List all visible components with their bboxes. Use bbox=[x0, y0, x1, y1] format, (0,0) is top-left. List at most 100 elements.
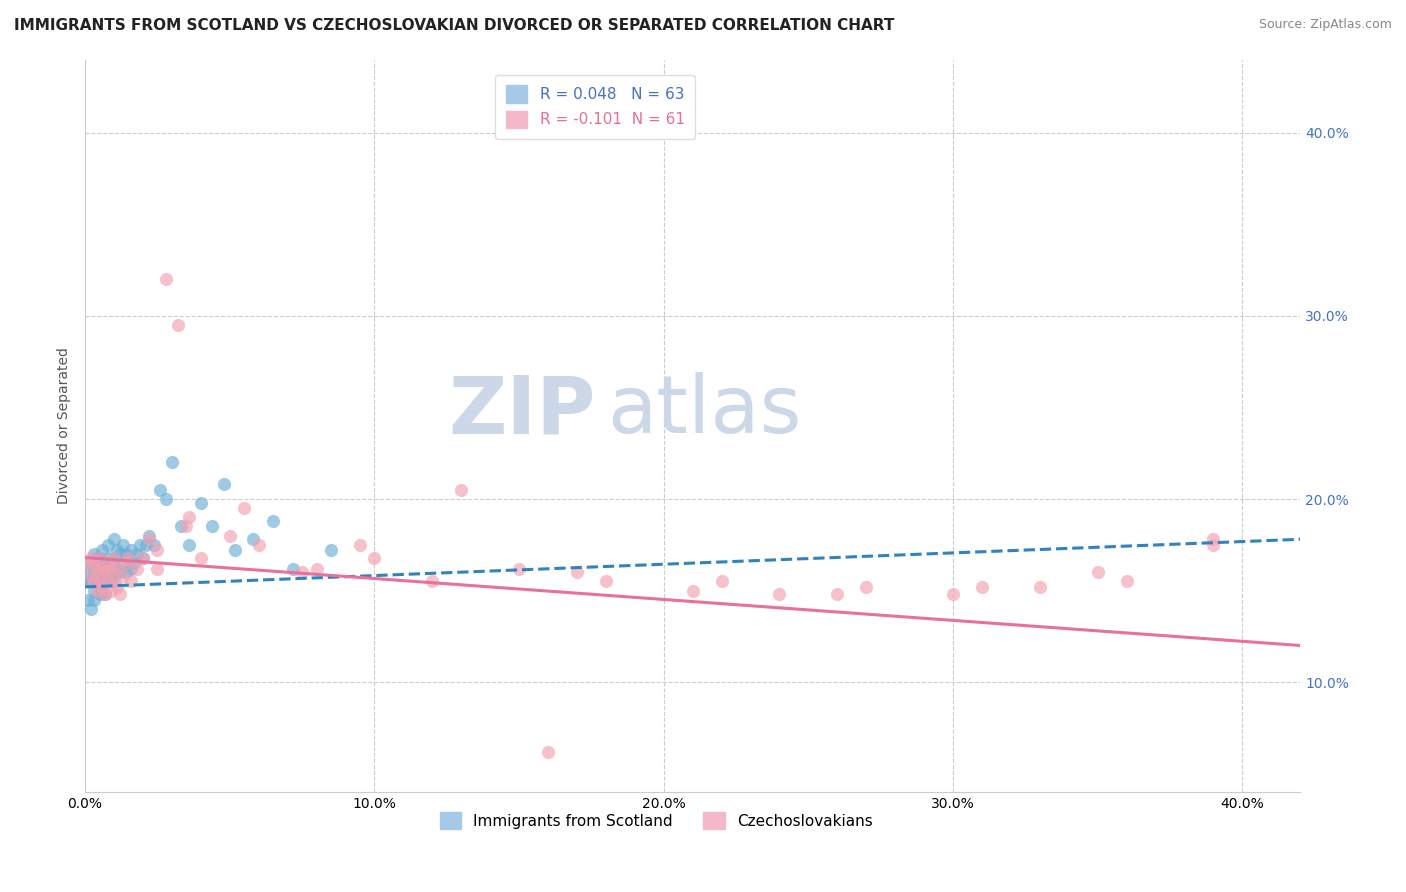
Point bbox=[89, 569, 111, 583]
Point bbox=[97, 569, 120, 583]
Point bbox=[105, 561, 128, 575]
Point bbox=[179, 538, 201, 552]
Point bbox=[283, 561, 305, 575]
Point bbox=[420, 574, 443, 589]
Point bbox=[100, 574, 122, 589]
Point bbox=[77, 556, 100, 570]
Point bbox=[108, 566, 131, 580]
Text: IMMIGRANTS FROM SCOTLAND VS CZECHOSLOVAKIAN DIVORCED OR SEPARATED CORRELATION CH: IMMIGRANTS FROM SCOTLAND VS CZECHOSLOVAK… bbox=[14, 18, 894, 33]
Point bbox=[825, 587, 848, 601]
Point bbox=[218, 528, 240, 542]
Point bbox=[682, 583, 704, 598]
Point bbox=[91, 561, 114, 575]
Point bbox=[80, 550, 103, 565]
Point bbox=[117, 550, 139, 565]
Point bbox=[91, 543, 114, 558]
Point bbox=[105, 580, 128, 594]
Point bbox=[146, 561, 169, 575]
Point bbox=[105, 561, 128, 575]
Point bbox=[103, 533, 125, 547]
Point bbox=[138, 533, 160, 547]
Point bbox=[80, 574, 103, 589]
Point bbox=[537, 745, 560, 759]
Point bbox=[100, 583, 122, 598]
Point bbox=[86, 561, 108, 575]
Point bbox=[942, 587, 965, 601]
Point bbox=[89, 550, 111, 565]
Point bbox=[83, 556, 105, 570]
Point bbox=[710, 574, 733, 589]
Point bbox=[855, 580, 877, 594]
Point bbox=[176, 519, 198, 533]
Point bbox=[77, 566, 100, 580]
Point bbox=[114, 556, 136, 570]
Point bbox=[160, 455, 183, 469]
Point bbox=[169, 519, 191, 533]
Point bbox=[132, 550, 155, 565]
Point bbox=[83, 547, 105, 561]
Point bbox=[91, 580, 114, 594]
Point bbox=[111, 538, 134, 552]
Point bbox=[120, 574, 142, 589]
Point bbox=[97, 550, 120, 565]
Point bbox=[100, 556, 122, 570]
Point bbox=[155, 272, 177, 286]
Point bbox=[94, 566, 117, 580]
Point bbox=[97, 574, 120, 589]
Point bbox=[89, 587, 111, 601]
Legend: Immigrants from Scotland, Czechoslovakians: Immigrants from Scotland, Czechoslovakia… bbox=[433, 805, 879, 836]
Point bbox=[86, 583, 108, 598]
Point bbox=[1115, 574, 1137, 589]
Point bbox=[595, 574, 617, 589]
Point bbox=[97, 556, 120, 570]
Point bbox=[83, 566, 105, 580]
Point bbox=[120, 561, 142, 575]
Point bbox=[80, 569, 103, 583]
Point bbox=[94, 556, 117, 570]
Point bbox=[122, 556, 145, 570]
Point bbox=[190, 496, 212, 510]
Point bbox=[127, 547, 149, 561]
Point bbox=[111, 556, 134, 570]
Point bbox=[103, 569, 125, 583]
Point bbox=[450, 483, 472, 497]
Point bbox=[91, 580, 114, 594]
Point bbox=[86, 574, 108, 589]
Point bbox=[114, 566, 136, 580]
Point bbox=[291, 566, 314, 580]
Text: Source: ZipAtlas.com: Source: ZipAtlas.com bbox=[1258, 18, 1392, 31]
Point bbox=[89, 574, 111, 589]
Point bbox=[117, 550, 139, 565]
Point bbox=[103, 550, 125, 565]
Point bbox=[129, 538, 152, 552]
Point bbox=[80, 556, 103, 570]
Point bbox=[83, 583, 105, 598]
Point bbox=[127, 561, 149, 575]
Point bbox=[242, 533, 264, 547]
Point bbox=[100, 561, 122, 575]
Point bbox=[1028, 580, 1050, 594]
Point bbox=[83, 574, 105, 589]
Point bbox=[77, 592, 100, 607]
Point bbox=[94, 587, 117, 601]
Point bbox=[262, 514, 284, 528]
Point bbox=[86, 574, 108, 589]
Point bbox=[143, 538, 166, 552]
Point bbox=[233, 501, 256, 516]
Point bbox=[135, 538, 157, 552]
Point bbox=[80, 602, 103, 616]
Point bbox=[103, 550, 125, 565]
Point bbox=[108, 587, 131, 601]
Point bbox=[86, 550, 108, 565]
Point bbox=[247, 538, 270, 552]
Point bbox=[149, 483, 172, 497]
Point bbox=[970, 580, 993, 594]
Point bbox=[108, 547, 131, 561]
Point bbox=[77, 574, 100, 589]
Point bbox=[155, 491, 177, 506]
Point bbox=[201, 519, 224, 533]
Point bbox=[132, 550, 155, 565]
Point bbox=[94, 574, 117, 589]
Point bbox=[319, 543, 342, 558]
Point bbox=[508, 561, 530, 575]
